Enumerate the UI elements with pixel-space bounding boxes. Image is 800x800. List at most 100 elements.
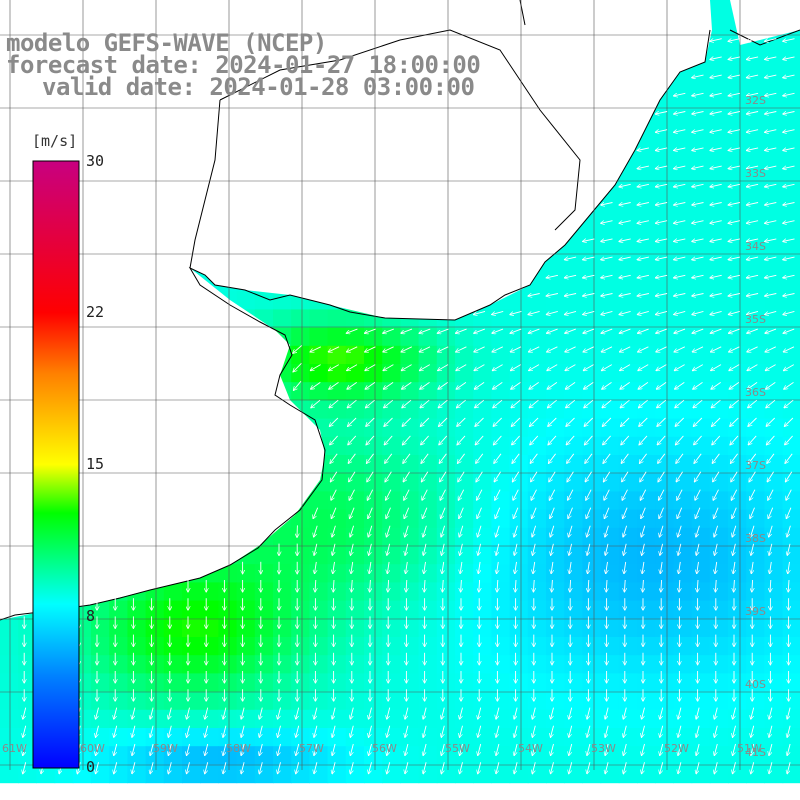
field-cell — [673, 509, 693, 529]
field-cell — [127, 764, 147, 784]
field-cell — [400, 673, 420, 693]
wind-arrow — [748, 417, 757, 426]
wind-arrow — [496, 743, 500, 756]
wind-arrow — [637, 275, 649, 278]
field-cell — [655, 364, 674, 383]
wind-arrow — [746, 184, 759, 187]
wind-arrow — [459, 525, 464, 537]
wind-arrow — [442, 561, 444, 574]
wind-arrow — [278, 707, 281, 720]
field-cell — [655, 436, 674, 456]
field-cell — [345, 382, 365, 401]
field-cell — [691, 145, 711, 165]
field-cell — [509, 618, 529, 638]
lat-label: 37S — [745, 459, 766, 472]
wind-arrow — [383, 364, 394, 371]
wind-arrow — [656, 382, 667, 389]
wind-arrow — [729, 399, 739, 408]
wind-arrow — [566, 417, 575, 426]
field-cell — [345, 327, 365, 347]
wind-arrow — [752, 579, 753, 592]
wind-arrow — [732, 525, 737, 537]
wind-arrow — [692, 310, 704, 314]
wind-arrow — [656, 346, 667, 352]
field-cell — [637, 218, 656, 238]
field-cell — [764, 746, 784, 765]
field-cell — [527, 637, 547, 656]
wind-arrow — [529, 364, 540, 371]
colorbar-tick-0: 0 — [86, 758, 96, 776]
wind-arrow — [565, 346, 576, 352]
wind-arrow — [637, 257, 649, 260]
field-cell — [364, 564, 383, 583]
wind-arrow — [187, 725, 190, 738]
field-cell — [691, 345, 711, 365]
wind-arrow — [419, 328, 431, 333]
wind-arrow — [551, 725, 554, 738]
field-cell — [673, 527, 693, 547]
lon-label: 55W — [445, 742, 470, 755]
wind-arrow — [533, 579, 534, 592]
wind-arrow — [692, 239, 704, 242]
wind-arrow — [694, 453, 702, 464]
field-cell — [691, 764, 711, 784]
wind-arrow — [477, 507, 482, 519]
wind-arrow — [132, 762, 136, 774]
wind-arrow — [404, 507, 410, 519]
wind-arrow — [655, 221, 668, 224]
field-cell — [145, 618, 165, 638]
wind-arrow — [187, 743, 190, 756]
wind-arrow — [241, 743, 245, 756]
wind-arrow — [583, 310, 595, 314]
field-cell — [618, 764, 638, 784]
wind-arrow — [678, 525, 682, 537]
field-cell — [764, 436, 784, 456]
lon-label: 59W — [153, 742, 178, 755]
field-cell — [291, 764, 310, 784]
field-cell — [618, 637, 638, 656]
wind-arrow — [296, 762, 300, 774]
field-cell — [309, 691, 329, 711]
wind-arrow — [606, 561, 608, 574]
field-cell — [91, 691, 110, 711]
field-cell — [273, 527, 292, 547]
wind-arrow — [657, 399, 667, 408]
wind-arrow — [293, 362, 302, 372]
wind-arrow — [692, 294, 704, 297]
wind-arrow — [551, 543, 554, 556]
field-cell — [345, 709, 365, 729]
field-cell — [673, 455, 693, 474]
field-cell — [764, 491, 784, 511]
wind-arrow — [637, 310, 649, 314]
wind-arrow — [515, 561, 517, 574]
field-cell — [200, 582, 219, 602]
field-cell — [163, 618, 183, 638]
wind-arrow — [784, 417, 794, 426]
wind-arrow — [331, 489, 337, 501]
field-cell — [473, 345, 492, 365]
wind-arrow — [655, 275, 668, 278]
field-cell — [527, 400, 547, 420]
field-cell — [400, 345, 420, 365]
wind-arrow — [587, 762, 591, 774]
wind-arrow — [641, 525, 646, 537]
field-cell — [564, 546, 583, 565]
field-cell — [746, 145, 765, 165]
wind-arrow — [350, 707, 354, 720]
wind-arrow — [674, 93, 686, 96]
field-cell — [655, 691, 674, 711]
field-cell — [764, 618, 784, 638]
wind-arrow — [751, 561, 753, 574]
wind-arrow — [386, 489, 392, 501]
field-cell — [418, 418, 438, 438]
wind-arrow — [712, 417, 721, 426]
wind-arrow — [329, 417, 339, 426]
wind-arrow — [639, 453, 647, 464]
field-cell — [400, 382, 420, 401]
field-cell — [564, 527, 583, 547]
field-cell — [455, 709, 474, 729]
field-cell — [418, 382, 438, 401]
field-cell — [236, 728, 256, 747]
wind-arrow — [674, 130, 686, 133]
wind-arrow — [785, 453, 793, 464]
